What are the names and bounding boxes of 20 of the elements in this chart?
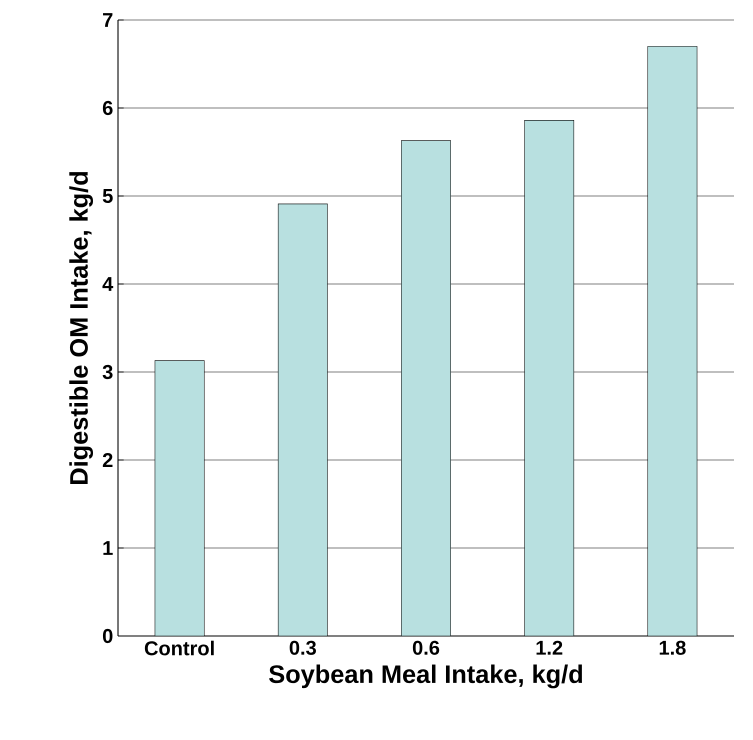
y-axis-title: Digestible OM Intake, kg/d: [69, 172, 94, 484]
y-tick-label: 5: [102, 189, 113, 203]
y-tick-label: 1: [103, 541, 113, 555]
bar: [401, 140, 451, 636]
y-tick-label: 2: [102, 453, 112, 467]
x-tick-label: Control: [144, 640, 214, 656]
y-tick-label: 4: [102, 277, 114, 291]
x-tick-label: 1.8: [660, 640, 686, 655]
y-tick-label: 7: [103, 13, 112, 27]
x-axis-title: Soybean Meal Intake, kg/d: [269, 664, 582, 688]
bar: [647, 46, 698, 636]
bar: [278, 204, 328, 636]
x-tick-label: 1.2: [536, 640, 562, 655]
y-tick-label: 0: [102, 628, 112, 644]
x-tick-label: 0.6: [412, 640, 440, 655]
bar: [154, 360, 205, 636]
y-tick-label: 6: [102, 100, 113, 116]
y-tick-label: 3: [102, 364, 113, 380]
bar: [524, 120, 574, 636]
x-tick-label: 0.3: [290, 640, 316, 655]
